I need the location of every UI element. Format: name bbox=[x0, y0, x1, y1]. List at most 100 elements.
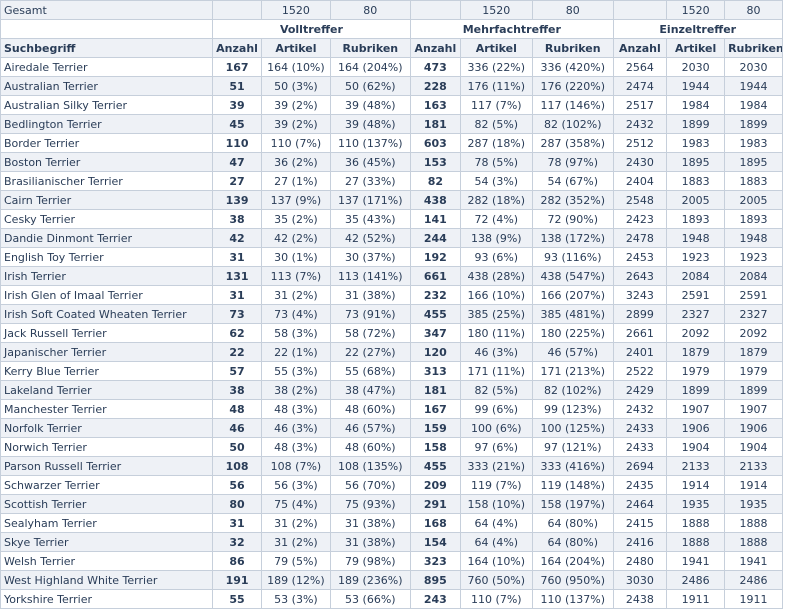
cell-mehr-anzahl: 158 bbox=[410, 437, 461, 457]
cell-einzel-anzahl: 2401 bbox=[612, 342, 668, 362]
cell-voll-artikel: 48 (3%) bbox=[261, 437, 331, 457]
cell-mehr-anzahl: 438 bbox=[410, 190, 461, 210]
cell-voll-artikel: 38 (2%) bbox=[261, 380, 331, 400]
cell-voll-artikel: 30 (1%) bbox=[261, 247, 331, 267]
cell-einzel-rubriken: 1923 bbox=[724, 247, 783, 267]
table-row: Irish Terrier 131 113 (7%) 113 (141%) 661 438… bbox=[0, 266, 783, 286]
cell-einzel-rubriken: 1888 bbox=[724, 532, 783, 552]
cell-term: Norfolk Terrier bbox=[0, 418, 213, 438]
cell-einzel-artikel: 2133 bbox=[666, 456, 726, 476]
cell-mehr-anzahl: 243 bbox=[410, 589, 461, 609]
cell-voll-rubriken: 164 (204%) bbox=[329, 57, 412, 77]
cell-mehr-anzahl: 661 bbox=[410, 266, 461, 286]
cell-einzel-rubriken: 1883 bbox=[724, 171, 783, 191]
group-volltreffer: Volltreffer bbox=[211, 19, 412, 39]
cell-voll-anzahl: 31 bbox=[211, 285, 263, 305]
cell-voll-artikel: 42 (2%) bbox=[261, 228, 331, 248]
cell-mehr-rubriken: 176 (220%) bbox=[531, 76, 614, 96]
cell-einzel-artikel: 1888 bbox=[666, 513, 726, 533]
cell-einzel-artikel: 1935 bbox=[666, 494, 726, 514]
cell-mehr-artikel: 64 (4%) bbox=[459, 513, 533, 533]
cell-einzel-artikel: 1983 bbox=[666, 133, 726, 153]
cell-mehr-rubriken: 336 (420%) bbox=[531, 57, 614, 77]
cell-mehr-anzahl: 153 bbox=[410, 152, 461, 172]
totals-empty bbox=[612, 0, 668, 20]
cell-einzel-anzahl: 3243 bbox=[612, 285, 668, 305]
cell-einzel-anzahl: 2474 bbox=[612, 76, 668, 96]
cell-term: Kerry Blue Terrier bbox=[0, 361, 213, 381]
cell-voll-rubriken: 75 (93%) bbox=[329, 494, 412, 514]
totals-v-80: 80 bbox=[329, 0, 412, 20]
cell-mehr-rubriken: 171 (213%) bbox=[531, 361, 614, 381]
cell-voll-artikel: 50 (3%) bbox=[261, 76, 331, 96]
totals-v-1520: 1520 bbox=[261, 0, 331, 20]
cell-mehr-anzahl: 455 bbox=[410, 456, 461, 476]
cell-voll-rubriken: 56 (70%) bbox=[329, 475, 412, 495]
table-row: Boston Terrier 47 36 (2%) 36 (45%) 153 78 (5%… bbox=[0, 152, 783, 172]
cell-einzel-anzahl: 2430 bbox=[612, 152, 668, 172]
cell-einzel-rubriken: 2030 bbox=[724, 57, 783, 77]
col-header-anzahl: Anzahl bbox=[211, 38, 263, 58]
cell-mehr-artikel: 333 (21%) bbox=[459, 456, 533, 476]
cell-einzel-anzahl: 2433 bbox=[612, 437, 668, 457]
cell-voll-anzahl: 108 bbox=[211, 456, 263, 476]
cell-mehr-rubriken: 64 (80%) bbox=[531, 532, 614, 552]
col-header-rubriken: Rubriken bbox=[329, 38, 412, 58]
cell-mehr-rubriken: 333 (416%) bbox=[531, 456, 614, 476]
cell-mehr-artikel: 46 (3%) bbox=[459, 342, 533, 362]
cell-mehr-rubriken: 117 (146%) bbox=[531, 95, 614, 115]
cell-term: Schwarzer Terrier bbox=[0, 475, 213, 495]
cell-voll-artikel: 39 (2%) bbox=[261, 114, 331, 134]
cell-einzel-rubriken: 2092 bbox=[724, 323, 783, 343]
cell-voll-artikel: 27 (1%) bbox=[261, 171, 331, 191]
cell-mehr-anzahl: 232 bbox=[410, 285, 461, 305]
cell-einzel-anzahl: 2517 bbox=[612, 95, 668, 115]
cell-mehr-artikel: 164 (10%) bbox=[459, 551, 533, 571]
cell-voll-rubriken: 31 (38%) bbox=[329, 532, 412, 552]
cell-term: Dandie Dinmont Terrier bbox=[0, 228, 213, 248]
cell-mehr-rubriken: 54 (67%) bbox=[531, 171, 614, 191]
cell-mehr-artikel: 93 (6%) bbox=[459, 247, 533, 267]
cell-mehr-rubriken: 99 (123%) bbox=[531, 399, 614, 419]
cell-einzel-artikel: 1914 bbox=[666, 475, 726, 495]
table-row: Welsh Terrier 86 79 (5%) 79 (98%) 323 164 (10… bbox=[0, 551, 783, 571]
table-row: Parson Russell Terrier 108 108 (7%) 108 (13… bbox=[0, 456, 783, 476]
cell-voll-anzahl: 55 bbox=[211, 589, 263, 609]
cell-einzel-artikel: 2005 bbox=[666, 190, 726, 210]
cell-einzel-rubriken: 1904 bbox=[724, 437, 783, 457]
table-row: Airedale Terrier 167 164 (10%) 164 (204%) 47… bbox=[0, 57, 783, 77]
cell-einzel-rubriken: 1941 bbox=[724, 551, 783, 571]
col-header-rubriken: Rubriken bbox=[724, 38, 783, 58]
cell-voll-artikel: 53 (3%) bbox=[261, 589, 331, 609]
cell-mehr-artikel: 138 (9%) bbox=[459, 228, 533, 248]
cell-voll-rubriken: 48 (60%) bbox=[329, 437, 412, 457]
cell-voll-rubriken: 113 (141%) bbox=[329, 266, 412, 286]
cell-einzel-anzahl: 2512 bbox=[612, 133, 668, 153]
cell-voll-artikel: 55 (3%) bbox=[261, 361, 331, 381]
cell-einzel-anzahl: 2423 bbox=[612, 209, 668, 229]
cell-mehr-artikel: 117 (7%) bbox=[459, 95, 533, 115]
cell-voll-rubriken: 35 (43%) bbox=[329, 209, 412, 229]
table-row: Jack Russell Terrier 62 58 (3%) 58 (72%) 347… bbox=[0, 323, 783, 343]
cell-einzel-anzahl: 2429 bbox=[612, 380, 668, 400]
col-header-anzahl: Anzahl bbox=[612, 38, 668, 58]
cell-voll-anzahl: 22 bbox=[211, 342, 263, 362]
cell-einzel-artikel: 1888 bbox=[666, 532, 726, 552]
cell-voll-artikel: 31 (2%) bbox=[261, 285, 331, 305]
cell-voll-artikel: 46 (3%) bbox=[261, 418, 331, 438]
cell-term: Australian Terrier bbox=[0, 76, 213, 96]
cell-einzel-anzahl: 2548 bbox=[612, 190, 668, 210]
table-row: Sealyham Terrier 31 31 (2%) 31 (38%) 168 64 (… bbox=[0, 513, 783, 533]
cell-voll-artikel: 189 (12%) bbox=[261, 570, 331, 590]
cell-voll-artikel: 73 (4%) bbox=[261, 304, 331, 324]
cell-voll-rubriken: 73 (91%) bbox=[329, 304, 412, 324]
cell-voll-rubriken: 137 (171%) bbox=[329, 190, 412, 210]
cell-mehr-artikel: 110 (7%) bbox=[459, 589, 533, 609]
cell-term: Bedlington Terrier bbox=[0, 114, 213, 134]
cell-mehr-anzahl: 141 bbox=[410, 209, 461, 229]
cell-voll-anzahl: 27 bbox=[211, 171, 263, 191]
table-row: Bedlington Terrier 45 39 (2%) 39 (48%) 181 82… bbox=[0, 114, 783, 134]
cell-voll-artikel: 58 (3%) bbox=[261, 323, 331, 343]
cell-einzel-artikel: 1944 bbox=[666, 76, 726, 96]
cell-voll-anzahl: 62 bbox=[211, 323, 263, 343]
